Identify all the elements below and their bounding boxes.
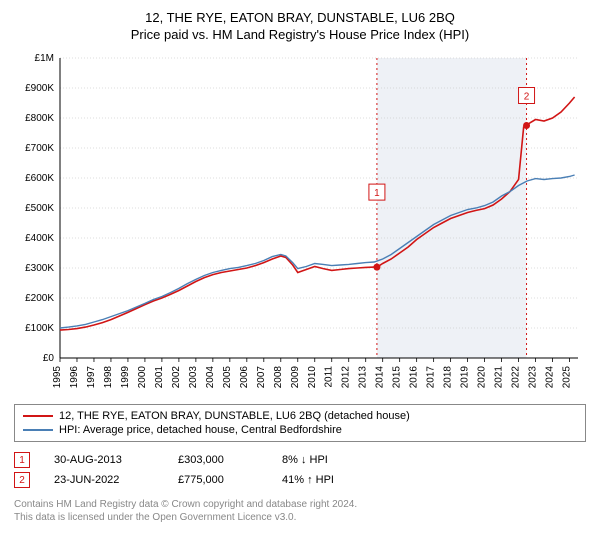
svg-text:£200K: £200K	[25, 293, 54, 304]
footer-line1: Contains HM Land Registry data © Crown c…	[14, 498, 586, 511]
event-price: £775,000	[178, 474, 258, 486]
svg-text:2013: 2013	[358, 366, 369, 389]
svg-text:2024: 2024	[545, 366, 556, 389]
event-marker: 2	[14, 472, 30, 488]
svg-text:2020: 2020	[477, 366, 488, 389]
svg-text:2016: 2016	[409, 366, 420, 389]
svg-text:1997: 1997	[86, 366, 97, 389]
svg-text:2002: 2002	[171, 366, 182, 389]
svg-text:2018: 2018	[443, 366, 454, 389]
legend-swatch	[23, 415, 53, 417]
svg-text:2014: 2014	[375, 366, 386, 389]
legend-label: HPI: Average price, detached house, Cent…	[59, 424, 342, 436]
svg-text:2022: 2022	[511, 366, 522, 389]
event-change: 8% ↓ HPI	[282, 454, 342, 466]
svg-text:2005: 2005	[222, 366, 233, 389]
events-list: 1 30-AUG-2013 £303,000 8% ↓ HPI 2 23-JUN-2022…	[14, 450, 586, 490]
svg-text:2009: 2009	[290, 366, 301, 389]
svg-text:2004: 2004	[205, 366, 216, 389]
svg-text:2006: 2006	[239, 366, 250, 389]
svg-text:2: 2	[524, 92, 530, 103]
svg-text:2008: 2008	[273, 366, 284, 389]
svg-text:1: 1	[374, 188, 380, 199]
event-date: 23-JUN-2022	[54, 474, 154, 486]
svg-text:2012: 2012	[341, 366, 352, 389]
svg-text:£700K: £700K	[25, 143, 54, 154]
svg-text:2019: 2019	[460, 366, 471, 389]
svg-text:2021: 2021	[494, 366, 505, 389]
svg-text:1998: 1998	[103, 366, 114, 389]
event-row: 2 23-JUN-2022 £775,000 41% ↑ HPI	[14, 470, 586, 490]
event-date: 30-AUG-2013	[54, 454, 154, 466]
svg-text:2007: 2007	[256, 366, 267, 389]
legend: 12, THE RYE, EATON BRAY, DUNSTABLE, LU6 …	[14, 404, 586, 442]
svg-text:1999: 1999	[120, 366, 131, 389]
chart-subtitle: Price paid vs. HM Land Registry's House …	[14, 27, 586, 42]
legend-item: 12, THE RYE, EATON BRAY, DUNSTABLE, LU6 …	[23, 409, 577, 423]
svg-text:2017: 2017	[426, 366, 437, 389]
svg-text:2011: 2011	[324, 366, 335, 388]
svg-text:£300K: £300K	[25, 263, 54, 274]
svg-text:2023: 2023	[528, 366, 539, 389]
chart-svg: £0 £100K £200K £300K £400K £500K £600K £700K £80…	[14, 50, 586, 398]
svg-text:2001: 2001	[154, 366, 165, 389]
event-marker: 1	[14, 452, 30, 468]
svg-text:£800K: £800K	[25, 113, 54, 124]
legend-label: 12, THE RYE, EATON BRAY, DUNSTABLE, LU6 …	[59, 410, 410, 422]
svg-text:£0: £0	[43, 353, 55, 364]
legend-item: HPI: Average price, detached house, Cent…	[23, 423, 577, 437]
svg-text:2015: 2015	[392, 366, 403, 389]
svg-text:£1M: £1M	[35, 53, 54, 64]
svg-text:1995: 1995	[52, 366, 63, 389]
svg-text:£600K: £600K	[25, 173, 54, 184]
footer-line2: This data is licensed under the Open Gov…	[14, 511, 586, 524]
svg-text:£900K: £900K	[25, 83, 54, 94]
event-change: 41% ↑ HPI	[282, 474, 342, 486]
footer-credits: Contains HM Land Registry data © Crown c…	[14, 498, 586, 524]
svg-text:2000: 2000	[137, 366, 148, 389]
chart-area: £0 £100K £200K £300K £400K £500K £600K £700K £80…	[14, 50, 586, 398]
svg-text:£400K: £400K	[25, 233, 54, 244]
svg-text:2003: 2003	[188, 366, 199, 389]
chart-title: 12, THE RYE, EATON BRAY, DUNSTABLE, LU6 …	[14, 10, 586, 25]
event-price: £303,000	[178, 454, 258, 466]
svg-text:2010: 2010	[307, 366, 318, 389]
svg-text:£100K: £100K	[25, 323, 54, 334]
svg-text:£500K: £500K	[25, 203, 54, 214]
svg-text:2025: 2025	[562, 366, 573, 389]
svg-text:1996: 1996	[69, 366, 80, 389]
event-row: 1 30-AUG-2013 £303,000 8% ↓ HPI	[14, 450, 586, 470]
legend-swatch	[23, 429, 53, 431]
